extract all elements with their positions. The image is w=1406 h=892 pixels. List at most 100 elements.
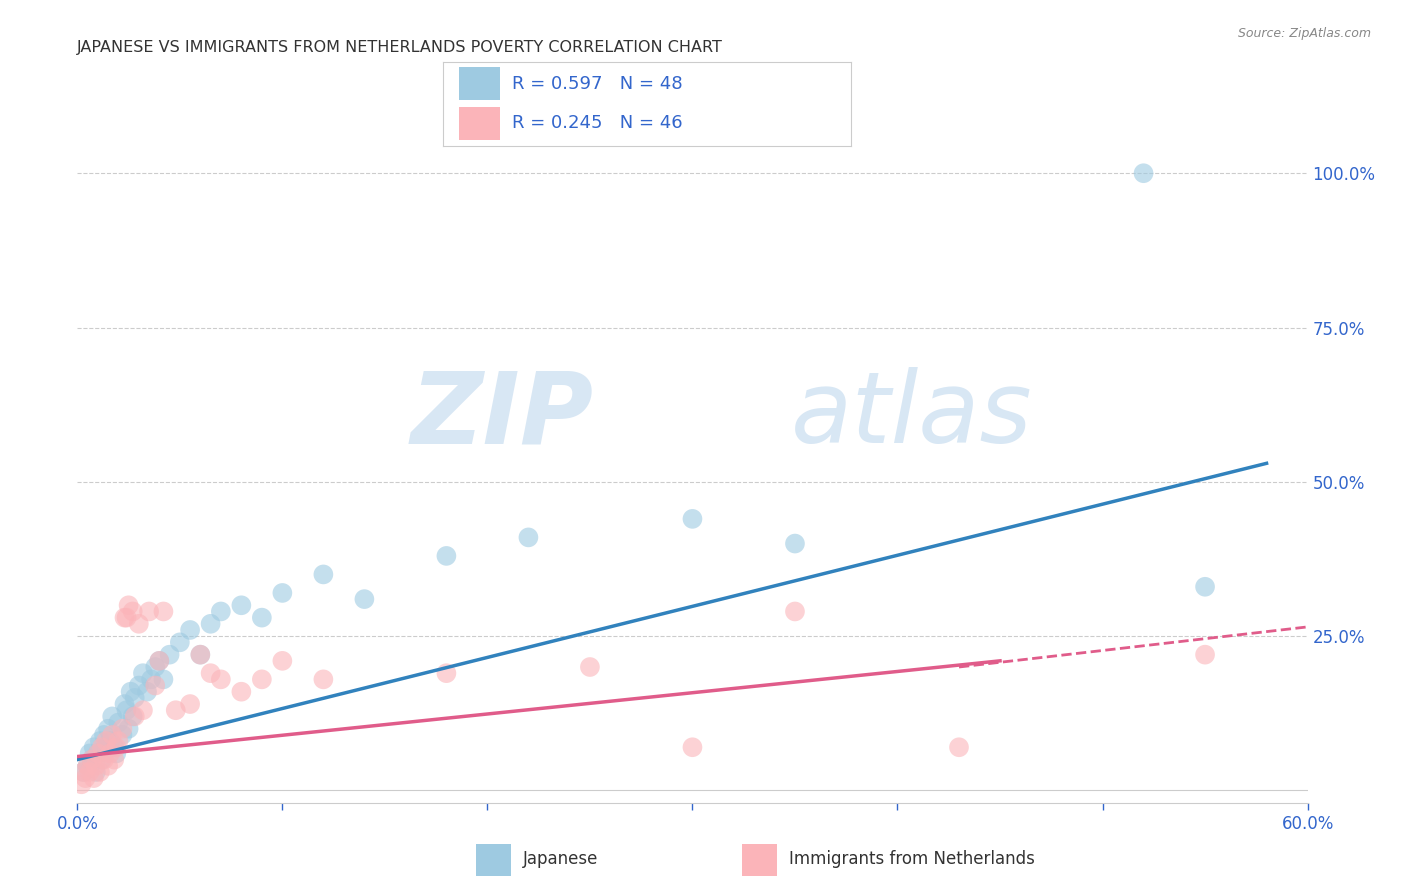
Point — [312, 673, 335, 687]
Point — [80, 753, 103, 767]
Point — [271, 654, 294, 668]
Point — [1194, 580, 1216, 594]
Point — [436, 666, 458, 681]
Point — [783, 604, 806, 618]
Point — [89, 734, 111, 748]
Point — [76, 758, 98, 772]
Point — [148, 654, 170, 668]
Point — [682, 740, 704, 755]
Text: JAPANESE VS IMMIGRANTS FROM NETHERLANDS POVERTY CORRELATION CHART: JAPANESE VS IMMIGRANTS FROM NETHERLANDS … — [77, 40, 723, 55]
Point — [1194, 648, 1216, 662]
Point — [579, 660, 602, 674]
Point — [152, 604, 174, 618]
Point — [231, 684, 253, 698]
Point — [1132, 166, 1154, 180]
Point — [179, 623, 201, 637]
Text: Source: ZipAtlas.com: Source: ZipAtlas.com — [1237, 27, 1371, 40]
Point — [121, 709, 143, 723]
Point — [152, 673, 174, 687]
Point — [93, 753, 115, 767]
Point — [84, 764, 107, 779]
Point — [98, 734, 121, 748]
Point — [94, 734, 117, 748]
Point — [105, 740, 128, 755]
Point — [136, 684, 159, 698]
Text: Japanese: Japanese — [523, 849, 599, 868]
Point — [124, 690, 146, 705]
FancyBboxPatch shape — [741, 844, 778, 876]
Point — [72, 764, 94, 779]
Point — [312, 567, 335, 582]
FancyBboxPatch shape — [460, 107, 501, 139]
Point — [132, 703, 155, 717]
Point — [271, 586, 294, 600]
Point — [80, 753, 103, 767]
Point — [231, 599, 253, 613]
Point — [948, 740, 970, 755]
Point — [103, 740, 125, 755]
Point — [89, 764, 111, 779]
Point — [682, 512, 704, 526]
Text: Immigrants from Netherlands: Immigrants from Netherlands — [789, 849, 1035, 868]
Point — [83, 771, 105, 785]
Point — [143, 679, 166, 693]
Point — [87, 747, 110, 761]
Point — [83, 740, 105, 755]
Point — [783, 536, 806, 550]
Point — [141, 673, 163, 687]
Point — [353, 592, 375, 607]
Point — [97, 758, 120, 772]
Text: atlas: atlas — [792, 368, 1032, 464]
Text: R = 0.245   N = 46: R = 0.245 N = 46 — [512, 114, 683, 132]
FancyBboxPatch shape — [475, 844, 512, 876]
Point — [209, 604, 232, 618]
Point — [128, 679, 150, 693]
Point — [165, 703, 187, 717]
Point — [117, 599, 139, 613]
Point — [115, 610, 138, 624]
FancyBboxPatch shape — [460, 68, 501, 100]
Point — [101, 728, 124, 742]
Point — [70, 777, 93, 791]
Point — [250, 673, 273, 687]
Text: R = 0.597   N = 48: R = 0.597 N = 48 — [512, 75, 683, 93]
Point — [79, 747, 101, 761]
Point — [101, 709, 124, 723]
Point — [87, 747, 110, 761]
Point — [93, 728, 115, 742]
Point — [103, 753, 125, 767]
Point — [179, 697, 201, 711]
Point — [94, 740, 117, 755]
Point — [107, 734, 129, 748]
Point — [107, 715, 129, 730]
Point — [76, 758, 98, 772]
Point — [517, 530, 540, 544]
Point — [114, 610, 136, 624]
Point — [111, 722, 134, 736]
Text: ZIP: ZIP — [411, 368, 595, 464]
Point — [114, 697, 136, 711]
Point — [128, 616, 150, 631]
Point — [200, 666, 222, 681]
Point — [79, 764, 101, 779]
Point — [121, 604, 143, 618]
Point — [148, 654, 170, 668]
Point — [105, 747, 128, 761]
Point — [72, 764, 94, 779]
Point — [132, 666, 155, 681]
Point — [75, 771, 97, 785]
Point — [250, 610, 273, 624]
Point — [111, 728, 134, 742]
Point — [159, 648, 181, 662]
Point — [209, 673, 232, 687]
Point — [200, 616, 222, 631]
Point — [169, 635, 191, 649]
Point — [120, 684, 142, 698]
Point — [90, 753, 114, 767]
Point — [188, 648, 212, 662]
Point — [84, 758, 107, 772]
Point — [124, 709, 146, 723]
Point — [117, 722, 139, 736]
Point — [98, 747, 121, 761]
Point — [143, 660, 166, 674]
